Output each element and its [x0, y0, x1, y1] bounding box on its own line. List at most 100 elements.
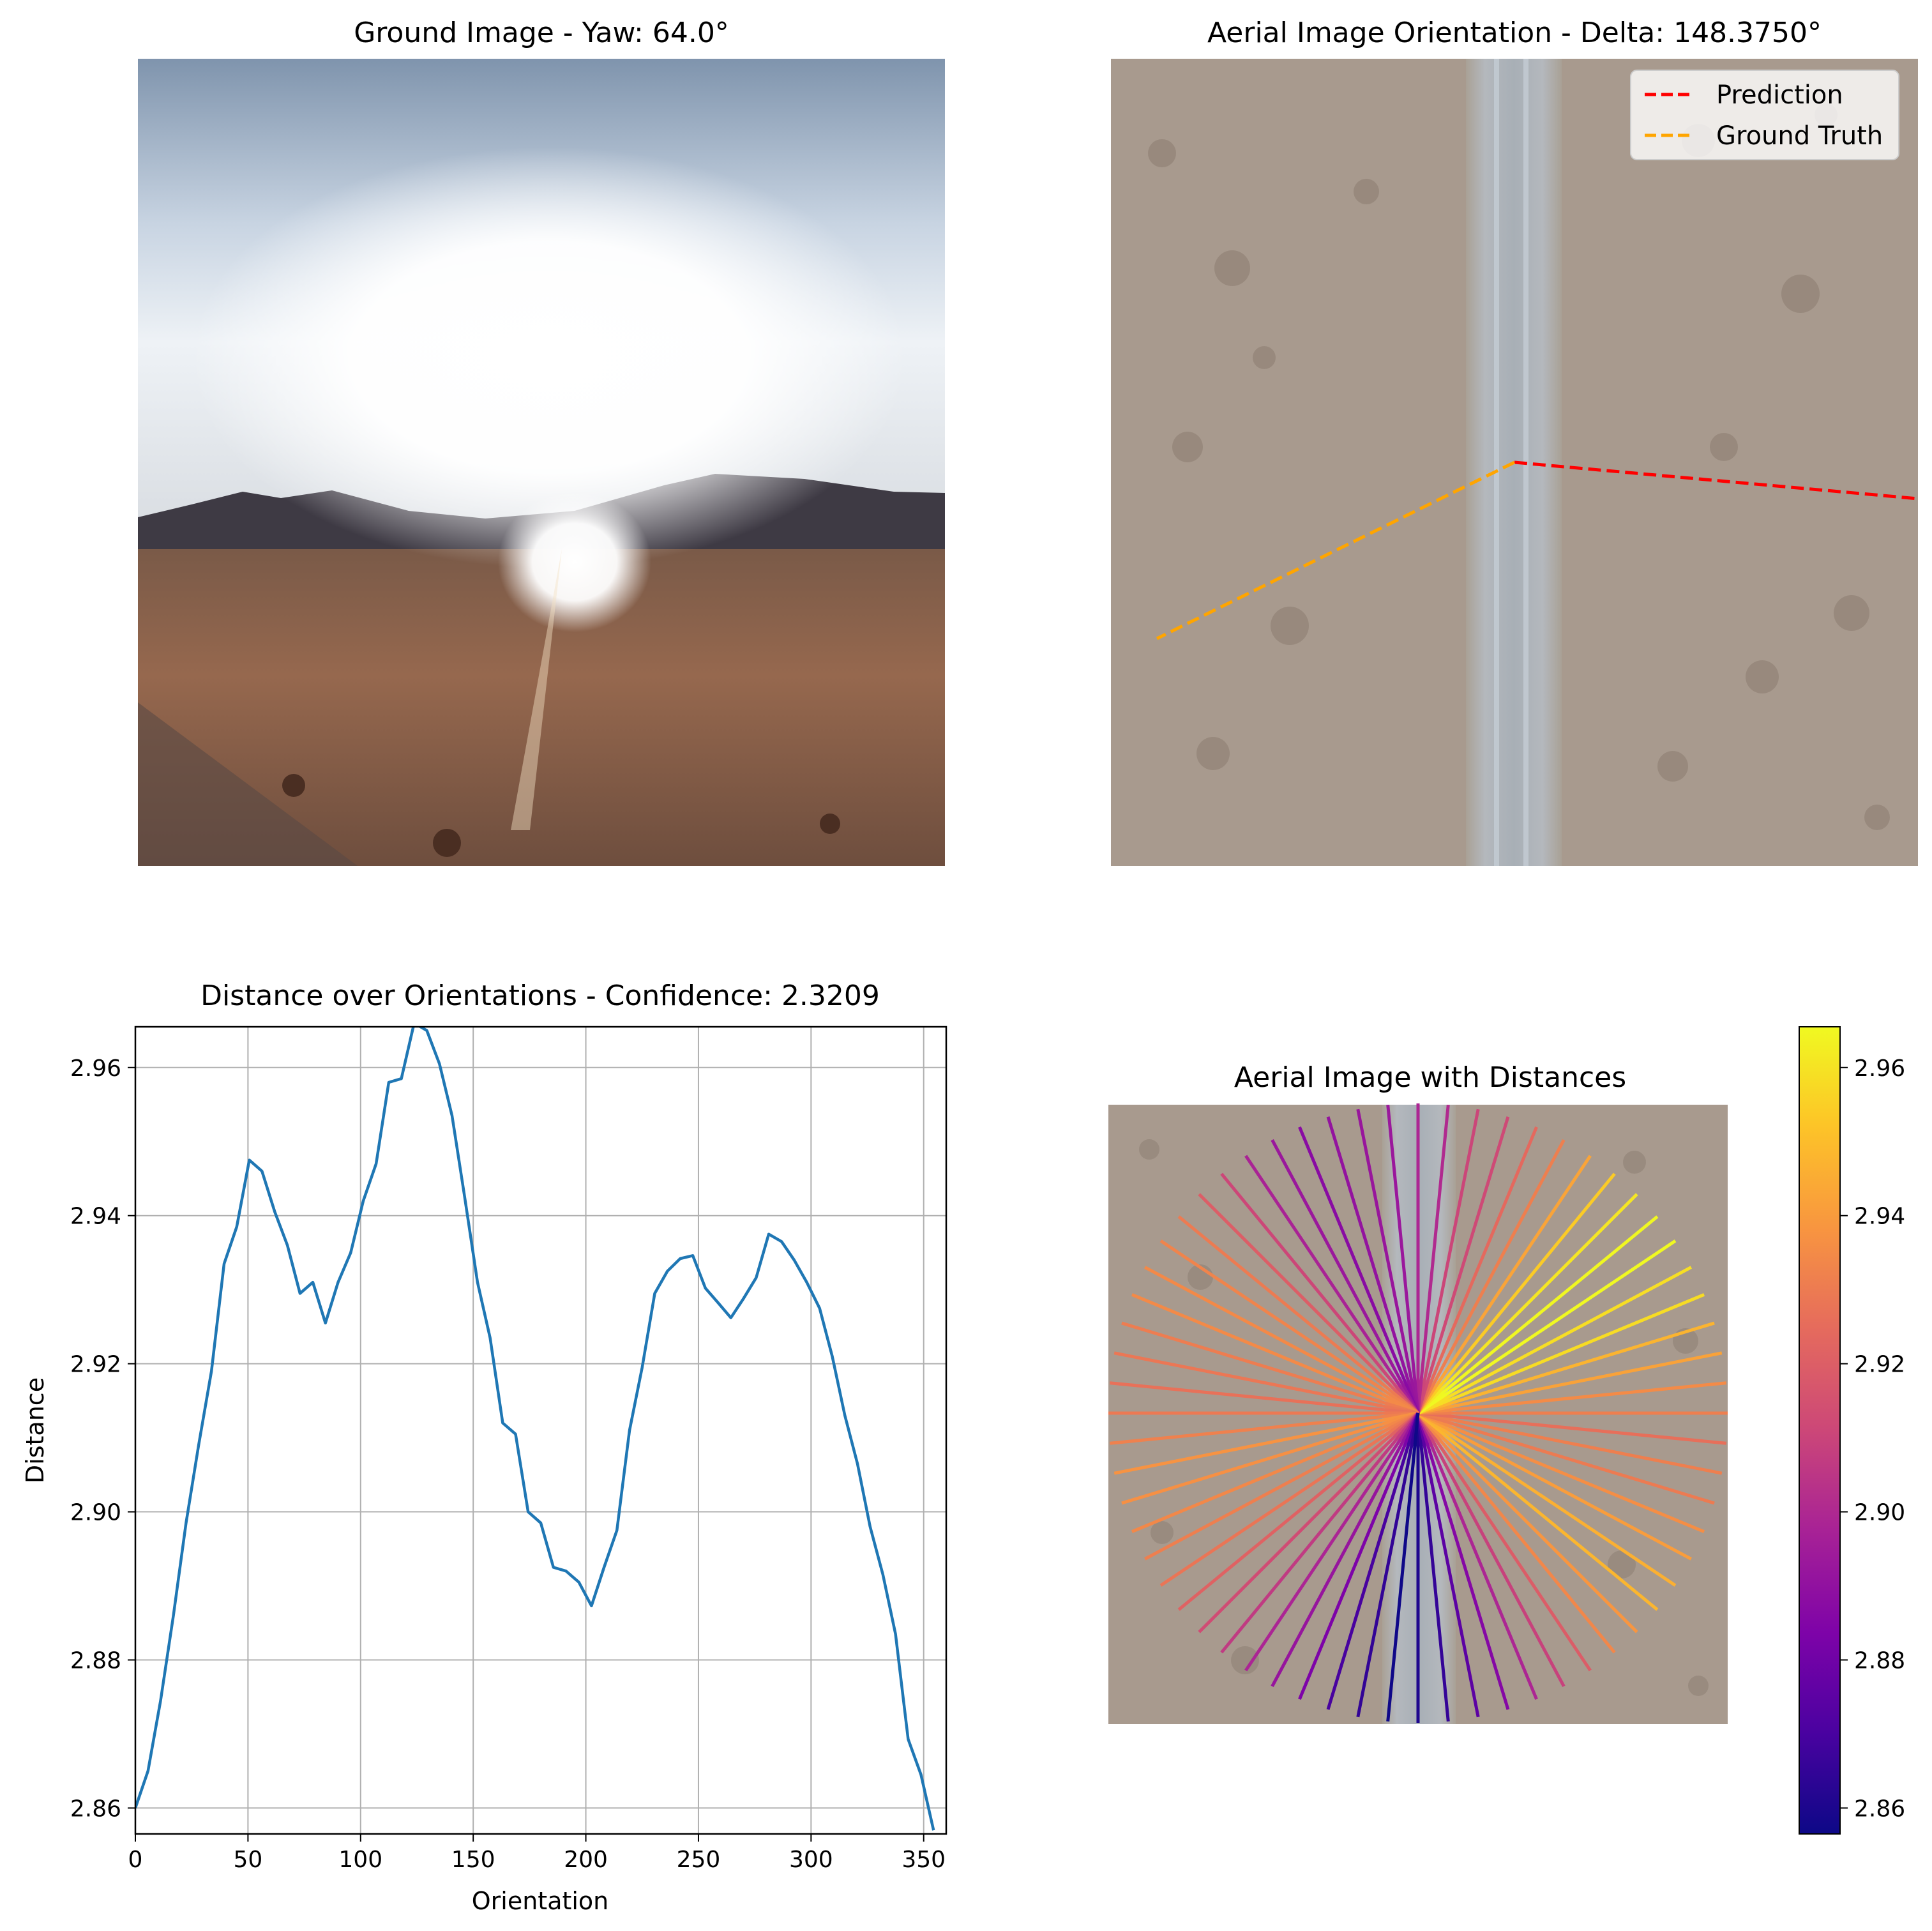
x-tick-label: 250 [677, 1847, 721, 1873]
distance-ray [1244, 1155, 1420, 1414]
distance-ray [1417, 1411, 1726, 1445]
colorbar-tick-label: 2.92 [1854, 1352, 1905, 1378]
distance-ray [1416, 1116, 1510, 1414]
x-tick-label: 0 [128, 1847, 143, 1873]
distance-ray [1417, 1321, 1715, 1415]
x-tick-label: 300 [789, 1847, 833, 1873]
distance-ray [1198, 1193, 1419, 1414]
distance-ray [1417, 1172, 1616, 1414]
legend-prediction-label: Prediction [1716, 80, 1843, 110]
distance-ray [1416, 1105, 1450, 1414]
ground-truth-line [1156, 460, 1516, 640]
legend-ground-truth-label: Ground Truth [1716, 121, 1883, 151]
y-tick-label: 2.92 [70, 1352, 121, 1378]
legend-box [1630, 70, 1899, 160]
distance-ray [1113, 1351, 1419, 1415]
distance-ray [1177, 1412, 1419, 1611]
line-chart-frame [134, 1026, 947, 1835]
distance-ray [1144, 1266, 1419, 1415]
distance-ray [1417, 1266, 1692, 1415]
distance-ray [1417, 1412, 1616, 1654]
x-tick-label: 200 [564, 1847, 608, 1873]
ground-photo [138, 59, 945, 866]
distance-ray [1417, 1411, 1705, 1533]
distance-ray [1416, 1412, 1538, 1700]
colorbar [1799, 1026, 1841, 1835]
line-chart-grid [135, 1027, 946, 1834]
colorbar-tick-label: 2.96 [1854, 1056, 1905, 1082]
distance-ray [1417, 1412, 1638, 1633]
distance-ray [1416, 1412, 1592, 1672]
y-tick-label: 2.86 [70, 1796, 121, 1822]
distance-ray [1244, 1412, 1420, 1672]
distance-rays [1108, 1103, 1728, 1723]
x-tick-label: 50 [233, 1847, 262, 1873]
y-tick-label: 2.90 [70, 1500, 121, 1526]
distance-ray [1417, 1411, 1715, 1505]
distance-ray [1121, 1411, 1419, 1505]
distance-ray [1386, 1412, 1420, 1722]
prediction-line [1514, 460, 1918, 501]
distance-ray [1417, 1215, 1659, 1414]
distance-ray [1356, 1412, 1420, 1718]
distance-ray [1417, 1193, 1638, 1414]
distance-ray [1177, 1215, 1419, 1414]
distance-panel-title: Aerial Image with Distances [1234, 1061, 1626, 1094]
x-axis-label: Orientation [472, 1887, 609, 1915]
distance-ray [1298, 1126, 1420, 1414]
distance-ray [1326, 1412, 1420, 1710]
distance-ray [1416, 1412, 1566, 1687]
colorbar-tick-label: 2.88 [1854, 1647, 1905, 1674]
aerial-legend: Prediction Ground Truth [1630, 70, 1899, 160]
distance-ray [1417, 1411, 1692, 1561]
line-chart-ticks: 0 50 100 150 200 250 300 350 2.86 2.88 2.90 2.92 2.9… [70, 1056, 946, 1873]
distance-ray [1416, 1155, 1592, 1414]
y-axis-label: Distance [21, 1377, 49, 1483]
distance-ray [1416, 1412, 1480, 1718]
y-tick-label: 2.88 [70, 1647, 121, 1674]
line-chart-title: Distance over Orientations - Confidence:… [200, 980, 880, 1012]
distance-ray [1417, 1293, 1705, 1415]
distance-ray [1417, 1412, 1659, 1611]
distance-ray [1417, 1411, 1677, 1587]
x-tick-label: 100 [338, 1847, 382, 1873]
colorbar-ticks: 2.86 2.88 2.90 2.92 2.94 2.96 [1840, 1056, 1905, 1822]
distance-ray [1159, 1239, 1419, 1415]
colorbar-tick-label: 2.90 [1854, 1500, 1905, 1526]
distance-series-line [135, 1027, 935, 1831]
distance-ray [1326, 1116, 1420, 1414]
distance-ray [1417, 1411, 1723, 1475]
distance-ray [1356, 1109, 1420, 1414]
distance-ray [1416, 1412, 1510, 1710]
distance-ray [1220, 1412, 1419, 1654]
distance-ray [1121, 1321, 1419, 1415]
distance-ray [1416, 1126, 1538, 1414]
distance-ray [1417, 1381, 1726, 1415]
aerial-panel-title: Aerial Image Orientation - Delta: 148.37… [1207, 17, 1822, 49]
distance-ray [1198, 1412, 1419, 1633]
distance-ray [1417, 1351, 1723, 1415]
distance-ray [1271, 1139, 1420, 1414]
y-tick-label: 2.96 [70, 1056, 121, 1082]
y-tick-label: 2.94 [70, 1204, 121, 1230]
x-tick-label: 150 [451, 1847, 495, 1873]
distance-ray [1110, 1411, 1419, 1445]
distance-ray [1144, 1411, 1419, 1561]
distance-ray [1416, 1412, 1450, 1722]
distance-ray [1220, 1172, 1419, 1414]
x-tick-label: 350 [902, 1847, 946, 1873]
colorbar-tick-label: 2.86 [1854, 1796, 1905, 1822]
distance-ray [1110, 1381, 1419, 1415]
distance-ray [1113, 1411, 1419, 1475]
distance-ray [1416, 1139, 1566, 1414]
ground-panel-title: Ground Image - Yaw: 64.0° [354, 17, 729, 49]
distance-ray [1131, 1293, 1419, 1415]
distance-ray [1159, 1411, 1419, 1587]
distance-ray [1298, 1412, 1420, 1700]
distance-ray [1386, 1105, 1420, 1414]
distance-ray [1417, 1239, 1677, 1415]
orientation-arrows [1156, 460, 1918, 640]
distance-ray [1271, 1412, 1420, 1687]
distance-ray [1416, 1109, 1480, 1414]
